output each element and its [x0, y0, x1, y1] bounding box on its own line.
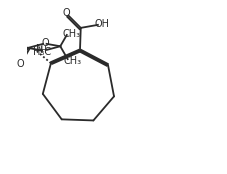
Text: CH₃: CH₃	[63, 29, 81, 39]
Text: H₃C: H₃C	[32, 47, 51, 57]
Text: O: O	[62, 8, 70, 18]
Text: H: H	[39, 46, 46, 55]
Text: O: O	[17, 59, 24, 69]
Text: CH₃: CH₃	[64, 56, 82, 66]
Text: OH: OH	[95, 19, 110, 29]
Text: O: O	[42, 38, 49, 48]
Text: N: N	[36, 44, 43, 54]
